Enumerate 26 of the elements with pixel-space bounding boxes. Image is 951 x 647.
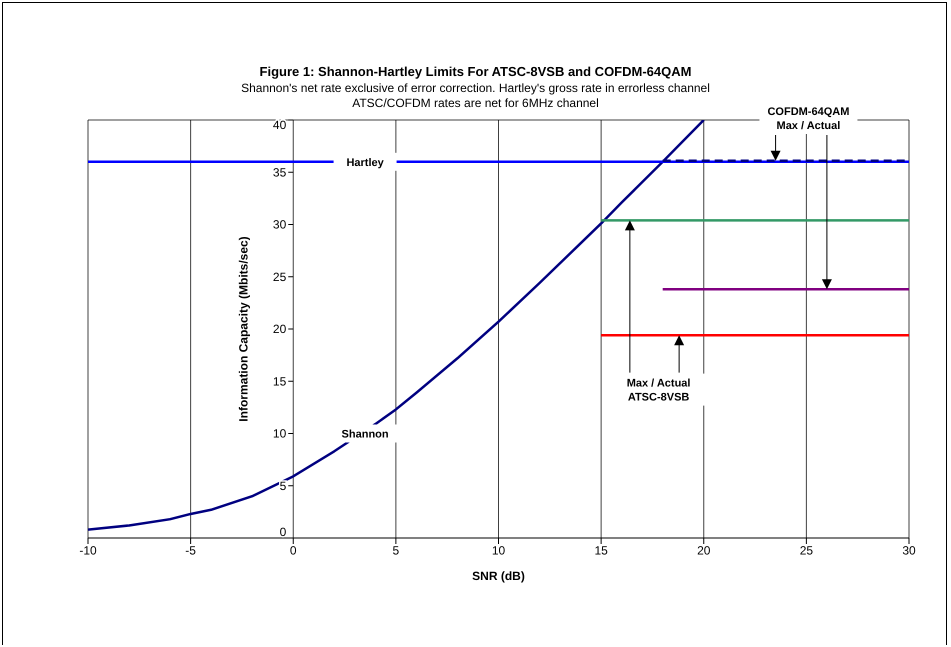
y-axis-title: Information Capacity (Mbits/sec) — [236, 236, 250, 422]
y-tick-label: 25 — [272, 270, 287, 284]
x-tick-label: 25 — [800, 544, 814, 558]
x-axis-title: SNR (dB) — [472, 569, 525, 583]
y-tick-label: 15 — [272, 374, 287, 388]
x-tick-label: 15 — [594, 544, 608, 558]
x-tick-label: -5 — [185, 544, 196, 558]
x-tick-label: 30 — [902, 544, 916, 558]
y-tick-label: 0 — [280, 525, 287, 539]
annotation: Shannon — [342, 428, 389, 440]
chart-title: Figure 1: Shannon-Hartley Limits For ATSC-8VSB and COFDM-64QAM — [260, 64, 692, 79]
x-tick-label: -10 — [79, 544, 97, 558]
y-tick-label: 5 — [280, 478, 287, 493]
annotation: Max / Actual ATSC-8VSB — [626, 378, 690, 404]
chart-subtitle: Shannon's net rate exclusive of error correction. Hartley's gross rate in errorless channel ATSC/COFDM rates are net for 6MHz channel — [241, 81, 710, 110]
annotation: COFDM-64QAM Max / Actual — [767, 106, 850, 132]
annotation: Hartley — [346, 156, 385, 169]
x-tick-label: 10 — [492, 544, 506, 558]
y-tick-label: 10 — [272, 426, 287, 440]
x-tick-label: 0 — [290, 544, 297, 558]
y-tick-label: 30 — [272, 218, 287, 232]
x-tick-label: 5 — [392, 544, 400, 558]
y-tick-label: 40 — [272, 118, 287, 132]
y-tick-label: 20 — [272, 322, 287, 336]
y-tick-label: 35 — [272, 165, 287, 180]
x-tick-label: 20 — [697, 544, 711, 558]
